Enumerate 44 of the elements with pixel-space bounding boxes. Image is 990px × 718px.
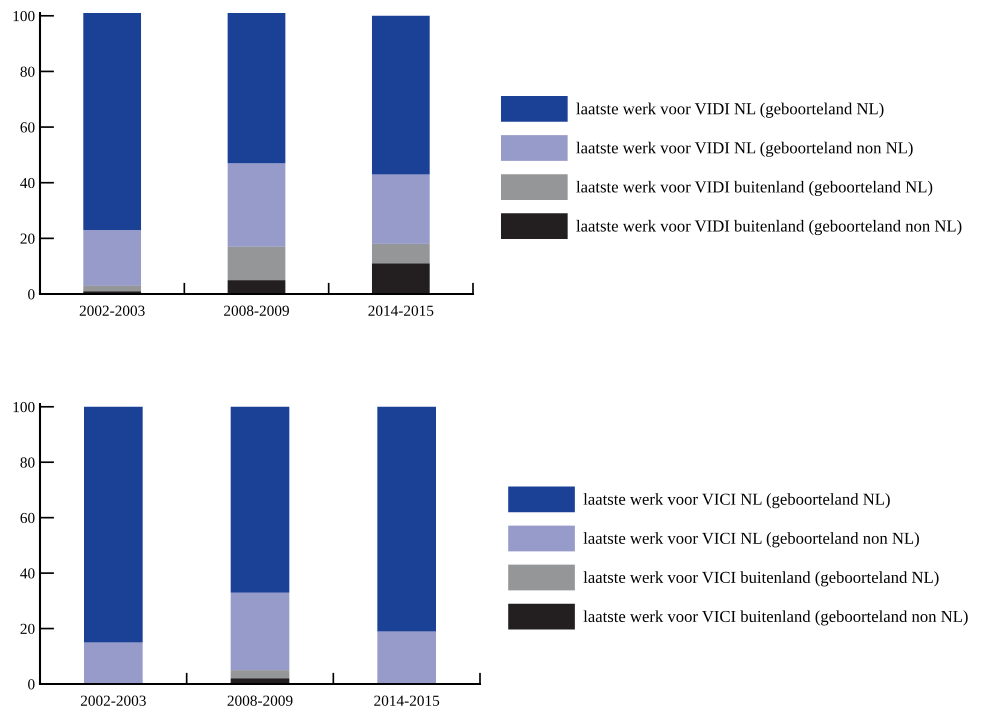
- bar: [83, 286, 142, 292]
- y-tick-label: 0: [28, 289, 35, 300]
- legend-label: laatste werk voor VIDI NL (geboorteland non NL): [576, 142, 913, 157]
- bar: [84, 642, 143, 684]
- x-tick-label: 2014-2015: [374, 696, 440, 706]
- x-tick-label: 2002-2003: [80, 696, 146, 706]
- bar: [372, 263, 430, 294]
- y-tick-label: 80: [20, 66, 35, 77]
- bar: [230, 406, 290, 593]
- x-tick-label: 2008-2009: [228, 696, 292, 706]
- y-tick-label: 40: [20, 568, 35, 579]
- y-tick-label: 20: [20, 233, 35, 244]
- x-tick-label: 2002-2003: [80, 306, 145, 316]
- x-tick-label: 2008-2009: [224, 306, 289, 316]
- legend-label: laatste werk voor VICI buitenland (geboorteland NL): [584, 571, 939, 586]
- y-tick-label: 80: [20, 457, 35, 468]
- bar: [372, 244, 430, 264]
- legend-label: laatste werk voor VICI NL (geboorteland non NL): [584, 532, 919, 548]
- bar: [84, 406, 143, 642]
- bar: [372, 16, 430, 174]
- x-tick-label: 2014-2015: [368, 306, 434, 316]
- legend-label: laatste werk voor VICI NL (geboorteland NL): [584, 493, 890, 508]
- y-tick-label: 20: [20, 624, 35, 634]
- y-tick-label: 60: [20, 122, 35, 133]
- bar: [228, 246, 286, 280]
- y-tick-label: 0: [28, 679, 35, 690]
- bar: [230, 592, 290, 670]
- y-tick-label: 100: [14, 402, 35, 412]
- bar: [230, 670, 290, 678]
- y-tick-label: 100: [14, 10, 35, 22]
- legend-label: laatste werk voor VIDI buitenland (geboorteland non NL): [576, 220, 962, 236]
- legend-label: laatste werk voor VICI buitenland (geboorteland non NL): [584, 610, 968, 626]
- bar: [83, 230, 142, 286]
- bar: [228, 280, 286, 294]
- bar: [377, 631, 436, 684]
- bar: [372, 174, 430, 244]
- legend-label: laatste werk voor VIDI NL (geboorteland NL): [576, 102, 884, 118]
- y-tick-label: 40: [20, 178, 35, 188]
- bar: [83, 13, 142, 230]
- y-tick-label: 60: [20, 512, 35, 524]
- bar: [228, 163, 286, 247]
- legend-label: laatste werk voor VIDI buitenland (geboorteland NL): [576, 180, 932, 196]
- bar: [228, 13, 286, 164]
- bar: [377, 406, 436, 632]
